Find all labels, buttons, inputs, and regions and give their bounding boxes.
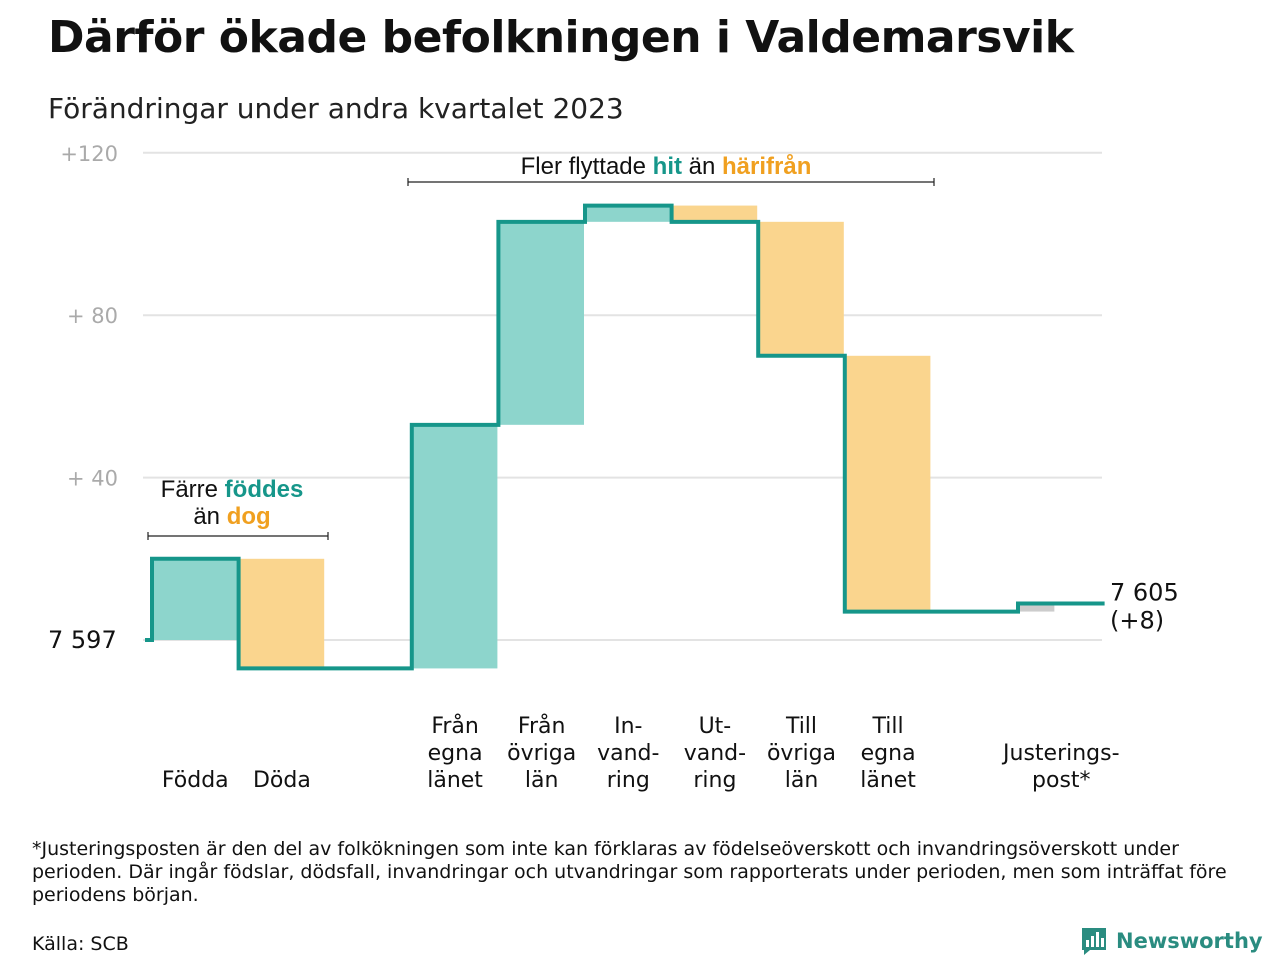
category-label: Döda bbox=[253, 768, 311, 793]
chart-subtitle: Förändringar under andra kvartalet 2023 bbox=[48, 92, 624, 125]
waterfall-bar bbox=[671, 205, 758, 222]
cumulative-step-line bbox=[145, 203, 1105, 671]
annotation-segment: än bbox=[682, 153, 722, 180]
category-label: vand- bbox=[597, 741, 659, 766]
category-label: In- bbox=[614, 714, 642, 739]
category-label: övriga bbox=[767, 741, 836, 766]
annotation-segment: hit bbox=[653, 153, 682, 180]
start-value-label: 7 597 bbox=[48, 626, 117, 654]
chart-title: Därför ökade befolkningen i Valdemarsvik bbox=[48, 12, 1074, 63]
brand-name: Newsworthy bbox=[1116, 929, 1263, 953]
annotation-segment: föddes bbox=[225, 476, 304, 503]
annotation-segment: än bbox=[193, 503, 226, 530]
y-tick-label: +120 bbox=[60, 142, 118, 166]
end-value-label: 7 605 bbox=[1110, 578, 1179, 606]
category-label: Till bbox=[872, 714, 904, 739]
end-change-label: (+8) bbox=[1110, 606, 1164, 634]
category-label: Från bbox=[431, 713, 479, 739]
newsworthy-logo-icon bbox=[1082, 928, 1106, 955]
category-label: länet bbox=[427, 768, 483, 793]
footnote: *Justeringsposten är den del av folkökni… bbox=[32, 838, 1227, 906]
brand-logo: Newsworthy bbox=[1080, 926, 1263, 956]
waterfall-bar bbox=[152, 558, 238, 640]
category-label: egna bbox=[428, 741, 483, 766]
annotation-segment: Färre bbox=[161, 476, 225, 503]
annotation-text: Fler flyttade hit än härifrån bbox=[521, 153, 812, 180]
waterfall-bar bbox=[585, 205, 671, 222]
category-label: Ut- bbox=[699, 714, 732, 739]
category-label: ring bbox=[607, 768, 650, 793]
category-label: vand- bbox=[684, 741, 746, 766]
category-label: övriga bbox=[507, 741, 576, 766]
waterfall-bar bbox=[238, 558, 325, 669]
waterfall-bar bbox=[411, 424, 498, 669]
waterfall-bar bbox=[498, 221, 584, 425]
annotation-text: Färre föddes bbox=[161, 476, 304, 503]
annotation-text: än dog bbox=[193, 503, 270, 530]
waterfall-bar bbox=[844, 355, 931, 612]
y-tick-label: + 80 bbox=[67, 304, 118, 328]
category-label: ring bbox=[693, 768, 736, 793]
category-label: län bbox=[525, 768, 559, 793]
waterfall-bar bbox=[758, 221, 844, 356]
waterfall-bar bbox=[1018, 603, 1055, 612]
category-label: länet bbox=[860, 768, 916, 793]
annotation-segment: Fler flyttade bbox=[521, 153, 653, 180]
category-label: Från bbox=[518, 713, 566, 739]
category-label: län bbox=[785, 768, 819, 793]
category-label: Födda bbox=[162, 768, 229, 793]
category-label: Till bbox=[785, 714, 817, 739]
annotation-segment: dog bbox=[227, 503, 271, 530]
category-label: egna bbox=[861, 741, 916, 766]
category-label: Justerings- bbox=[1001, 741, 1120, 766]
y-tick-label: + 40 bbox=[67, 467, 118, 491]
annotation-segment: härifrån bbox=[722, 153, 811, 180]
source-note: Källa: SCB bbox=[32, 933, 129, 955]
category-label: post* bbox=[1032, 768, 1091, 793]
